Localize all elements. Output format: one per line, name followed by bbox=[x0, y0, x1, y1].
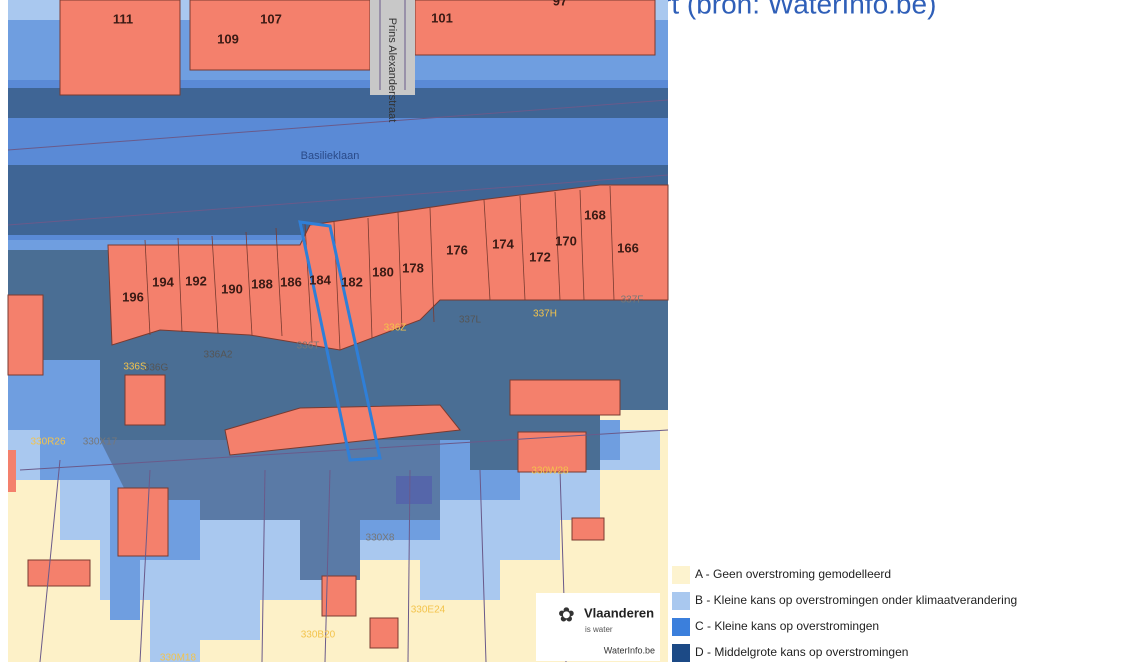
house-number: 172 bbox=[529, 249, 551, 264]
house-number: 97 bbox=[553, 0, 567, 8]
legend-swatch bbox=[672, 618, 690, 636]
house-number: 182 bbox=[341, 274, 363, 289]
house-number: 192 bbox=[185, 273, 207, 288]
house-number: 194 bbox=[152, 274, 174, 289]
legend-label: D - Middelgrote kans op overstromingen bbox=[695, 645, 908, 659]
logo: ✿ Vlaanderen is water WaterInfo.be bbox=[536, 593, 660, 661]
street-name: Basilieklaan bbox=[301, 150, 360, 162]
logo-name: Vlaanderen bbox=[584, 605, 654, 620]
house-number: 196 bbox=[122, 289, 144, 304]
parcel-label: 337L bbox=[459, 315, 482, 326]
parcel-label: 336T bbox=[297, 341, 320, 352]
parcel-label: 330M18 bbox=[160, 653, 197, 664]
parcel-label: 330R26 bbox=[30, 437, 65, 448]
parcel-label: 330W28 bbox=[531, 466, 569, 477]
page: {"header":{"title":"Overstromingsgevoeli… bbox=[0, 0, 1122, 666]
house-number: 101 bbox=[431, 10, 453, 25]
parcel-label: 336Z bbox=[384, 323, 407, 334]
parcel-label: 330X17 bbox=[83, 437, 118, 448]
house-number: 107 bbox=[260, 11, 282, 26]
house-number: 184 bbox=[309, 272, 331, 287]
logo-tagline: is water bbox=[585, 625, 613, 634]
house-number: 190 bbox=[221, 281, 243, 296]
parcel-label: 336A2 bbox=[204, 350, 233, 361]
house-number: 186 bbox=[280, 274, 302, 289]
logo-site: WaterInfo.be bbox=[604, 645, 655, 655]
parcel-label: 330E24 bbox=[411, 605, 446, 616]
house-number: 188 bbox=[251, 276, 273, 291]
house-number: 180 bbox=[372, 264, 394, 279]
house-number: 168 bbox=[584, 207, 606, 222]
parcel-label: 330B20 bbox=[301, 630, 336, 641]
legend-label: A - Geen overstroming gemodelleerd bbox=[695, 567, 891, 581]
parcel-label: 337F bbox=[621, 295, 644, 306]
parcel-label: 337H bbox=[533, 309, 557, 320]
legend-swatch bbox=[672, 592, 690, 610]
legend-label: C - Kleine kans op overstromingen bbox=[695, 619, 879, 633]
legend-swatch bbox=[672, 644, 690, 662]
house-number: 111 bbox=[113, 11, 133, 26]
legend-swatch bbox=[672, 566, 690, 584]
map bbox=[8, 0, 668, 662]
screenshot: Overstromingsgevoeligheidskaart (bron: W… bbox=[0, 0, 1122, 666]
street-name: Prins Alexanderstraat bbox=[386, 18, 398, 123]
house-number: 174 bbox=[492, 236, 514, 251]
logo-icon: ✿ bbox=[558, 604, 575, 626]
house-number: 166 bbox=[617, 240, 639, 255]
house-number: 170 bbox=[555, 233, 577, 248]
legend-label: B - Kleine kans op overstromingen onder … bbox=[695, 593, 1017, 607]
parcel-label: 336G bbox=[144, 363, 169, 374]
house-number: 109 bbox=[217, 31, 239, 46]
house-number: 176 bbox=[446, 242, 468, 257]
house-number: 178 bbox=[402, 260, 424, 275]
parcel-label: 330X8 bbox=[366, 533, 395, 544]
